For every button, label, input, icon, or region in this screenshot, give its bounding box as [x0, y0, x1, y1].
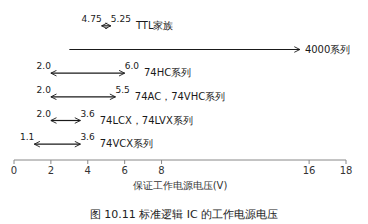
- range-arrow: [102, 25, 111, 26]
- range-arrow: [69, 49, 300, 50]
- x-tick: [309, 160, 310, 164]
- start-label: 2.0: [37, 109, 52, 119]
- start-label: 2.0: [37, 85, 52, 95]
- end-label: 5.25: [111, 14, 131, 24]
- x-tick-label: 6: [121, 165, 127, 176]
- row-label: 4000系列: [305, 44, 350, 55]
- x-tick: [50, 160, 51, 164]
- x-axis-label: 保证工作电源电压(V): [133, 180, 228, 191]
- title: 图 10.11 标准逻辑 IC 的工作电源电压: [90, 208, 278, 221]
- start-label: 1.1: [20, 132, 34, 142]
- x-axis-line: [14, 160, 346, 161]
- x-tick-label: 4: [85, 165, 91, 176]
- row-label: TTL家族: [135, 20, 174, 31]
- end-label: 3.6: [80, 109, 95, 119]
- range-arrow: [51, 120, 81, 121]
- x-tick-label: 18: [340, 165, 353, 176]
- x-tick: [346, 160, 347, 164]
- x-tick-label: 8: [158, 165, 164, 176]
- range-arrow: [34, 144, 80, 145]
- range-arrow: [51, 96, 116, 97]
- start-label: 2.0: [37, 61, 52, 71]
- labels: 4.75 5.25 TTL家族 4000系列 2.0 6.0 74HC系列 2.0 5.5 74A…: [20, 14, 350, 149]
- row-label: 74LCX，74LVX系列: [100, 115, 193, 126]
- chart: 0 2 4 6 8 16 18 保证工作电源电压(V) 图 10.11 标准逻辑 IC 的工作电…: [0, 0, 368, 224]
- x-tick: [14, 160, 15, 164]
- end-label: 5.5: [115, 85, 129, 95]
- x-tick: [124, 160, 125, 164]
- x-tick: [161, 160, 162, 164]
- x-tick: [87, 160, 88, 164]
- range-arrow: [51, 73, 125, 74]
- row-label: 74VCX系列: [100, 138, 153, 149]
- end-label: 3.6: [80, 132, 95, 142]
- row-label: 74AC，74VHC系列: [135, 91, 225, 102]
- x-tick-label: 16: [303, 165, 316, 176]
- start-label: 4.75: [82, 14, 102, 24]
- marks: [34, 26, 300, 144]
- x-tick-label: 0: [11, 165, 17, 176]
- end-label: 6.0: [125, 61, 140, 71]
- row-label: 74HC系列: [144, 67, 191, 78]
- x-tick-label: 2: [48, 165, 54, 176]
